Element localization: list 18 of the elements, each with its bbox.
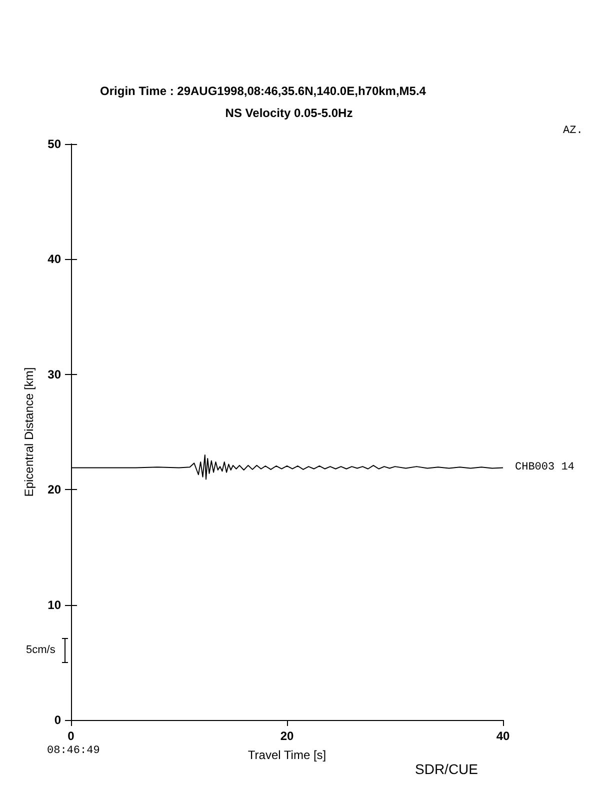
- x-tick-label: 20: [280, 729, 294, 743]
- chart-subtitle: NS Velocity 0.05-5.0Hz: [225, 106, 353, 120]
- x-tick-label: 0: [68, 729, 75, 743]
- text: 08:46:49: [47, 745, 100, 757]
- y-tick-label: 30: [48, 367, 62, 382]
- y-tick-label: 10: [48, 598, 62, 612]
- y-tick-label: 50: [48, 137, 62, 151]
- text: AZ.: [563, 125, 583, 137]
- y-tick-label: 40: [48, 252, 62, 266]
- y-axis-title: Epicentral Distance [km]: [22, 367, 36, 497]
- y-tick-label: 0: [54, 713, 62, 727]
- chart-title: Origin Time : 29AUG1998,08:46,35.6N,140.0E,h70km,M5.4: [100, 84, 426, 98]
- x-tick-label: 40: [496, 729, 510, 743]
- text: 5cm/s: [26, 644, 56, 656]
- y-tick-label: 20: [48, 482, 62, 497]
- text: SDR/CUE: [415, 761, 478, 777]
- series-label: CHB003 14: [515, 462, 575, 474]
- x-axis-title: Travel Time [s]: [248, 748, 326, 762]
